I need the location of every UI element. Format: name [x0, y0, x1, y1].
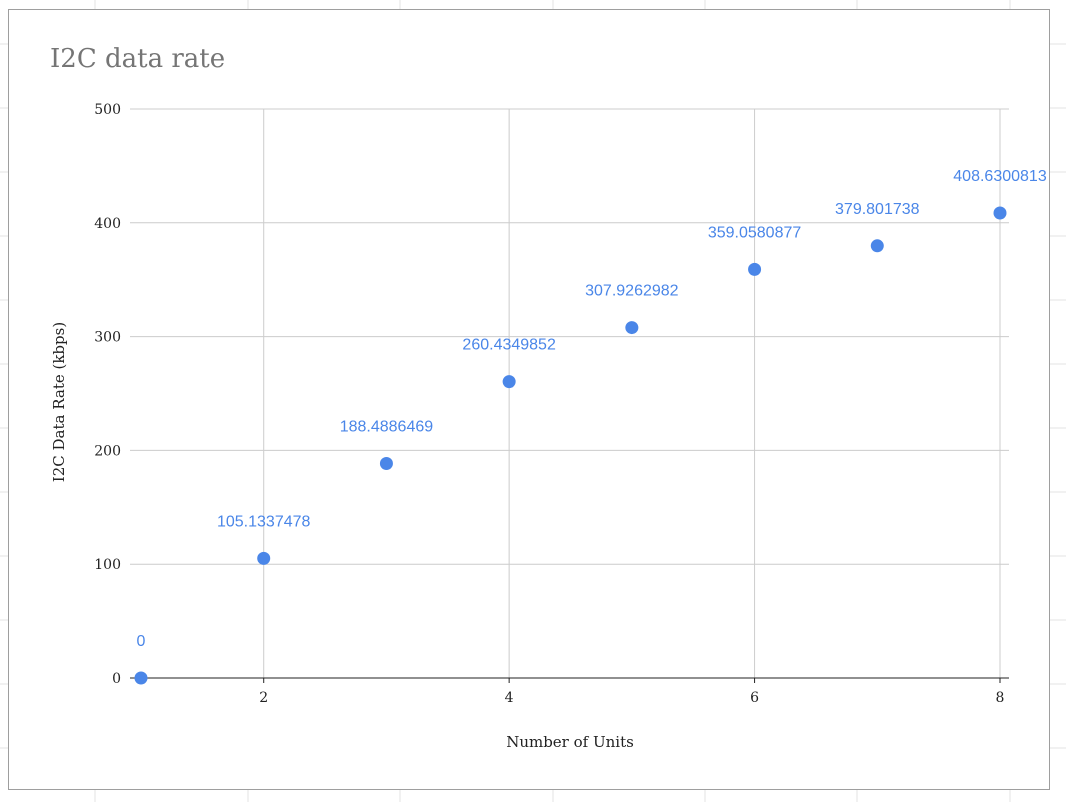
data-point[interactable]	[625, 321, 639, 335]
y-tick-label: 400	[94, 216, 121, 232]
x-axis-title: Number of Units	[506, 733, 634, 751]
data-label: 0	[137, 633, 146, 650]
data-label: 307.9262982	[585, 283, 679, 300]
data-label: 379.801738	[835, 201, 920, 218]
chart-title: I2C data rate	[50, 44, 226, 74]
x-tick-label: 4	[505, 690, 514, 706]
x-tick-label: 8	[996, 690, 1005, 706]
x-tick-label: 6	[750, 690, 759, 706]
data-point[interactable]	[748, 262, 762, 276]
y-tick-label: 300	[94, 330, 121, 346]
data-label: 408.6300813	[953, 168, 1047, 185]
y-axis-title: I2C Data Rate (kbps)	[50, 322, 68, 482]
axis-ticks: 0 100 200 300 400 500 2 4 6 8	[94, 102, 1004, 706]
y-tick-label: 500	[94, 102, 121, 118]
data-labels: 0 105.1337478 188.4886469 260.4349852 307.92…	[137, 168, 1047, 650]
data-label: 188.4886469	[340, 418, 434, 435]
x-tick-label: 2	[259, 690, 268, 706]
data-label: 359.0580877	[708, 224, 802, 241]
data-point[interactable]	[993, 206, 1007, 220]
data-point[interactable]	[502, 375, 516, 389]
gridlines	[130, 108, 1009, 678]
y-tick-label: 0	[112, 671, 121, 687]
data-point[interactable]	[257, 551, 271, 565]
data-point[interactable]	[870, 239, 884, 253]
data-points	[134, 206, 1007, 685]
data-point[interactable]	[134, 671, 148, 685]
data-point[interactable]	[379, 456, 393, 470]
chart-container[interactable]	[8, 9, 1050, 790]
data-label: 105.1337478	[217, 513, 311, 530]
y-tick-label: 200	[94, 443, 121, 459]
y-tick-label: 100	[94, 557, 121, 573]
data-label: 260.4349852	[462, 337, 556, 354]
